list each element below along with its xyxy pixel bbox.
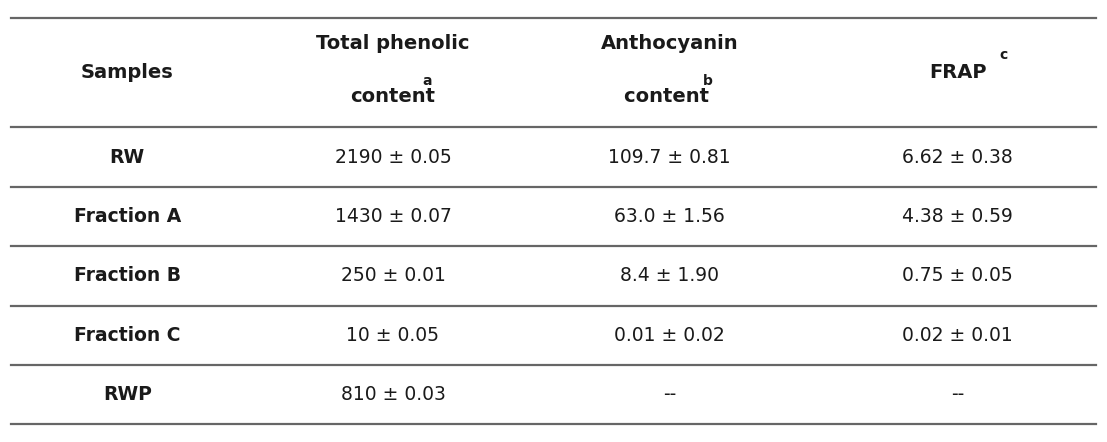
Text: Fraction C: Fraction C bbox=[74, 326, 180, 345]
Text: 10 ± 0.05: 10 ± 0.05 bbox=[346, 326, 439, 345]
Text: a: a bbox=[422, 74, 432, 88]
Text: content: content bbox=[624, 88, 715, 107]
Text: b: b bbox=[703, 74, 713, 88]
Text: content: content bbox=[351, 88, 435, 107]
Text: 0.75 ± 0.05: 0.75 ± 0.05 bbox=[902, 267, 1013, 286]
Text: 63.0 ± 1.56: 63.0 ± 1.56 bbox=[614, 207, 725, 226]
Text: 0.01 ± 0.02: 0.01 ± 0.02 bbox=[614, 326, 725, 345]
Text: Anthocyanin: Anthocyanin bbox=[601, 34, 738, 53]
Text: RWP: RWP bbox=[103, 385, 152, 404]
Text: Total phenolic: Total phenolic bbox=[317, 34, 469, 53]
Text: --: -- bbox=[951, 385, 964, 404]
Text: FRAP: FRAP bbox=[929, 63, 986, 82]
Text: 810 ± 0.03: 810 ± 0.03 bbox=[341, 385, 445, 404]
Text: Samples: Samples bbox=[81, 63, 174, 82]
Text: 109.7 ± 0.81: 109.7 ± 0.81 bbox=[609, 148, 731, 167]
Text: Fraction B: Fraction B bbox=[74, 267, 180, 286]
Text: c: c bbox=[1000, 48, 1007, 62]
Text: 250 ± 0.01: 250 ± 0.01 bbox=[341, 267, 445, 286]
Text: 1430 ± 0.07: 1430 ± 0.07 bbox=[334, 207, 452, 226]
Text: 8.4 ± 1.90: 8.4 ± 1.90 bbox=[620, 267, 720, 286]
Text: 6.62 ± 0.38: 6.62 ± 0.38 bbox=[902, 148, 1013, 167]
Text: Fraction A: Fraction A bbox=[74, 207, 180, 226]
Text: 0.02 ± 0.01: 0.02 ± 0.01 bbox=[902, 326, 1013, 345]
Text: RW: RW bbox=[110, 148, 145, 167]
Text: --: -- bbox=[663, 385, 676, 404]
Text: 2190 ± 0.05: 2190 ± 0.05 bbox=[334, 148, 452, 167]
Text: 4.38 ± 0.59: 4.38 ± 0.59 bbox=[902, 207, 1013, 226]
